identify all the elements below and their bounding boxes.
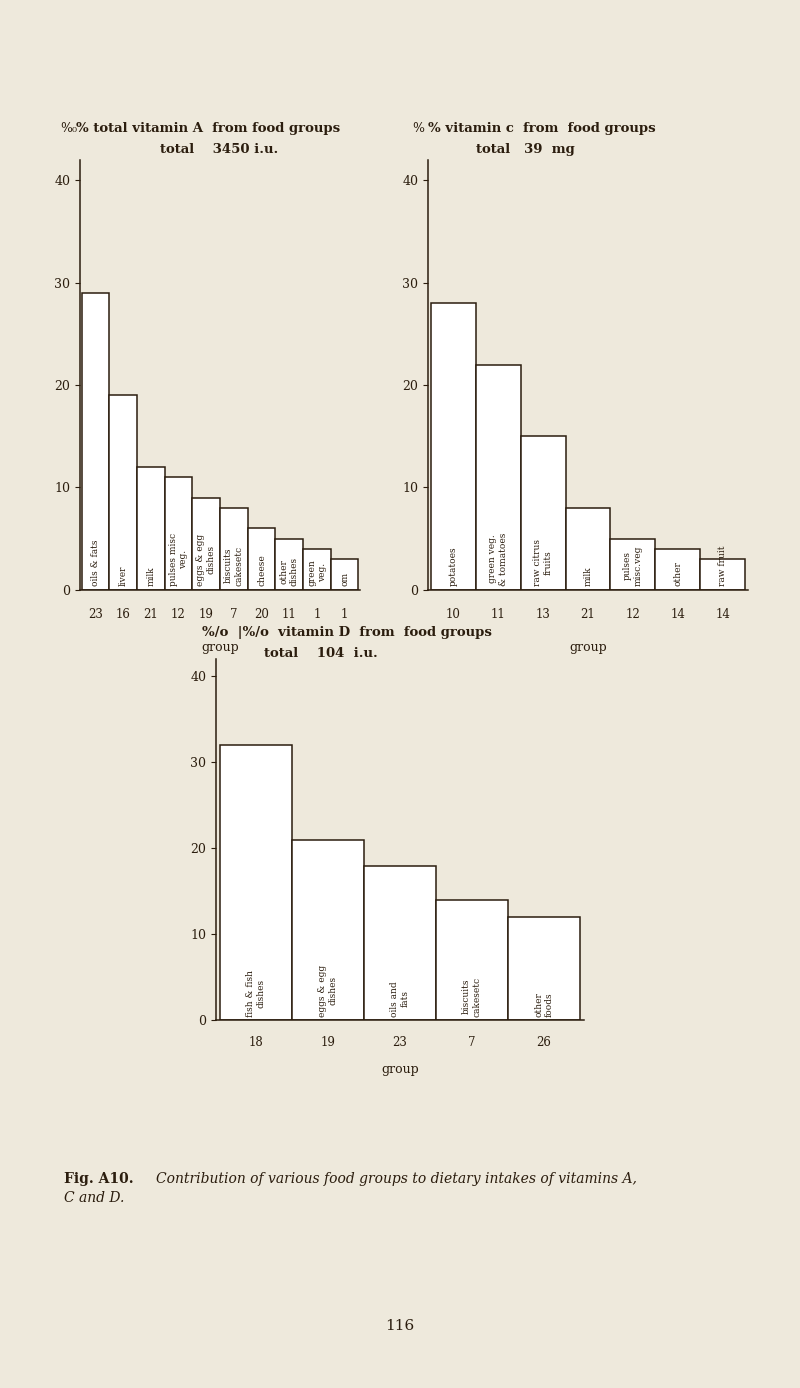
Text: cheese: cheese (257, 554, 266, 586)
Bar (192, 498, 220, 590)
Bar (508, 917, 580, 1020)
Bar (610, 539, 655, 590)
Bar (110, 396, 137, 590)
Text: %: % (412, 122, 424, 135)
Text: oils & fats: oils & fats (91, 540, 100, 586)
Text: raw fruit: raw fruit (718, 545, 727, 586)
Text: 11: 11 (282, 608, 297, 622)
Text: group: group (381, 1063, 419, 1076)
Text: 12: 12 (171, 608, 186, 622)
Text: 12: 12 (626, 608, 640, 622)
Bar (330, 559, 358, 590)
Bar (220, 745, 292, 1020)
Bar (566, 508, 610, 590)
Text: milk: milk (583, 566, 593, 586)
Bar (165, 477, 192, 590)
Text: fish & fish
dishes: fish & fish dishes (246, 970, 266, 1017)
Text: Fig. A10.: Fig. A10. (64, 1171, 134, 1185)
Text: total    104  i.u.: total 104 i.u. (264, 647, 378, 659)
Bar (521, 436, 566, 590)
Text: 13: 13 (536, 608, 550, 622)
Bar (248, 529, 275, 590)
Text: pulses misc
veg.: pulses misc veg. (169, 533, 188, 586)
Text: % vitamin c  from  food groups: % vitamin c from food groups (428, 122, 656, 135)
Text: other: other (674, 561, 682, 586)
Text: eggs & egg
dishes: eggs & egg dishes (318, 965, 338, 1017)
Bar (82, 293, 110, 590)
Text: 26: 26 (536, 1035, 551, 1049)
Bar (700, 559, 746, 590)
Bar (303, 548, 330, 590)
Text: % total vitamin A  from food groups: % total vitamin A from food groups (76, 122, 340, 135)
Text: 21: 21 (581, 608, 595, 622)
Text: %₀: %₀ (60, 122, 77, 135)
Bar (436, 899, 508, 1020)
Text: group: group (201, 641, 239, 654)
Bar (364, 866, 436, 1020)
Text: 14: 14 (715, 608, 730, 622)
Text: om: om (340, 572, 349, 586)
Text: 11: 11 (490, 608, 506, 622)
Text: total    3450 i.u.: total 3450 i.u. (160, 143, 278, 155)
Text: C and D.: C and D. (64, 1191, 124, 1205)
Text: 7: 7 (468, 1035, 476, 1049)
Text: biscuits
cakesetc: biscuits cakesetc (462, 977, 482, 1017)
Text: 21: 21 (143, 608, 158, 622)
Text: 116: 116 (386, 1319, 414, 1332)
Text: 23: 23 (393, 1035, 407, 1049)
Text: 19: 19 (321, 1035, 335, 1049)
Bar (220, 508, 248, 590)
Text: 14: 14 (670, 608, 686, 622)
Text: milk: milk (146, 566, 155, 586)
Text: other
foods: other foods (534, 992, 554, 1017)
Text: other
dishes: other dishes (279, 557, 299, 586)
Bar (137, 466, 165, 590)
Bar (476, 365, 521, 590)
Text: potatoes: potatoes (449, 545, 458, 586)
Text: green
veg.: green veg. (307, 559, 326, 586)
Text: biscuits
cakesetc: biscuits cakesetc (224, 545, 243, 586)
Text: 10: 10 (446, 608, 461, 622)
Bar (430, 303, 476, 590)
Bar (292, 840, 364, 1020)
Text: total   39  mg: total 39 mg (476, 143, 574, 155)
Text: Contribution of various food groups to dietary intakes of vitamins A,: Contribution of various food groups to d… (156, 1171, 637, 1185)
Text: group: group (569, 641, 607, 654)
Text: 1: 1 (341, 608, 348, 622)
Text: oils and
fats: oils and fats (390, 981, 410, 1017)
Text: 23: 23 (88, 608, 103, 622)
Text: green veg.
& tomatoes: green veg. & tomatoes (488, 533, 508, 586)
Text: pulses
misc.veg: pulses misc.veg (623, 545, 642, 586)
Bar (655, 548, 700, 590)
Bar (275, 539, 303, 590)
Text: %/o  |%/o  vitamin D  from  food groups: %/o |%/o vitamin D from food groups (202, 626, 492, 638)
Text: 16: 16 (116, 608, 130, 622)
Text: 7: 7 (230, 608, 238, 622)
Text: raw citrus
fruits: raw citrus fruits (534, 539, 553, 586)
Text: 1: 1 (313, 608, 321, 622)
Text: liver: liver (118, 565, 128, 586)
Text: 19: 19 (198, 608, 214, 622)
Text: eggs & egg
dishes: eggs & egg dishes (197, 533, 216, 586)
Text: 18: 18 (249, 1035, 263, 1049)
Text: 20: 20 (254, 608, 269, 622)
